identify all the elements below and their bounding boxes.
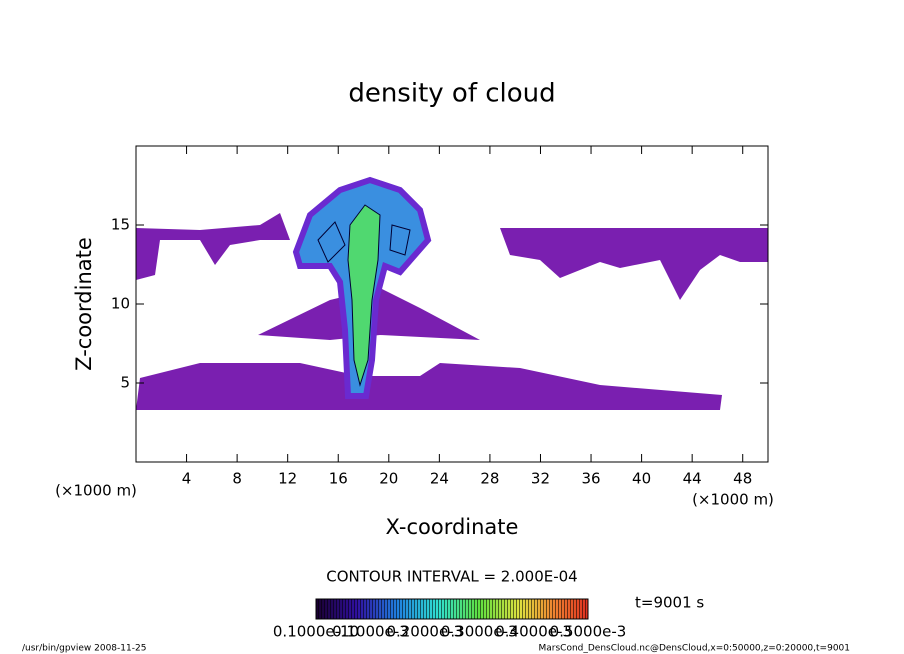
- y-tick-label: 5: [120, 374, 130, 392]
- chart-title: density of cloud: [348, 79, 555, 109]
- colorbar-label: 0.1000e-3: [332, 623, 409, 641]
- x-tick-label: 36: [581, 470, 600, 488]
- y-tick-label: 10: [111, 295, 130, 313]
- x-tick-label: 40: [632, 470, 651, 488]
- cloud-region: [136, 213, 290, 280]
- x-tick-label: 20: [379, 470, 398, 488]
- colorbar-lines: [315, 598, 589, 620]
- time-label: t=9001 s: [635, 594, 704, 612]
- x-axis-title: X-coordinate: [386, 515, 519, 539]
- footer-right: MarsCond_DensCloud.nc@DensCloud,x=0:5000…: [539, 644, 851, 654]
- y-tick-label: 15: [111, 216, 130, 234]
- colorbar-label: 0.5000e-3: [550, 623, 627, 641]
- footer-left: /usr/bin/gpview 2008-11-25: [22, 644, 146, 654]
- y-unit-label: (×1000 m): [55, 482, 137, 500]
- x-tick-label: 8: [232, 470, 242, 488]
- x-tick-label: 16: [329, 470, 348, 488]
- contour-field: [136, 176, 768, 410]
- x-tick-label: 32: [531, 470, 550, 488]
- colorbar-label: 0.1000e-10: [273, 623, 359, 641]
- colorbar-label: 0.2000e-3: [386, 623, 463, 641]
- cloud-region: [500, 228, 768, 300]
- x-tick-label: 44: [683, 470, 702, 488]
- y-axis-title: Z-coordinate: [72, 237, 96, 371]
- cloud-core: [347, 204, 381, 387]
- x-tick-label: 12: [278, 470, 297, 488]
- colorbar-label: 0.3000e-3: [441, 623, 518, 641]
- cloud-region: [136, 363, 722, 410]
- x-tick-label: 24: [430, 470, 449, 488]
- x-unit-label: (×1000 m): [692, 491, 774, 509]
- x-tick-label: 48: [733, 470, 752, 488]
- cloud-core: [317, 221, 411, 263]
- plot-frame: [135, 145, 769, 463]
- contour-interval: CONTOUR INTERVAL = 2.000E-04: [326, 568, 577, 586]
- x-tick-label: 28: [480, 470, 499, 488]
- colorbar-label: 0.4000e-3: [495, 623, 572, 641]
- x-tick-label: 4: [182, 470, 192, 488]
